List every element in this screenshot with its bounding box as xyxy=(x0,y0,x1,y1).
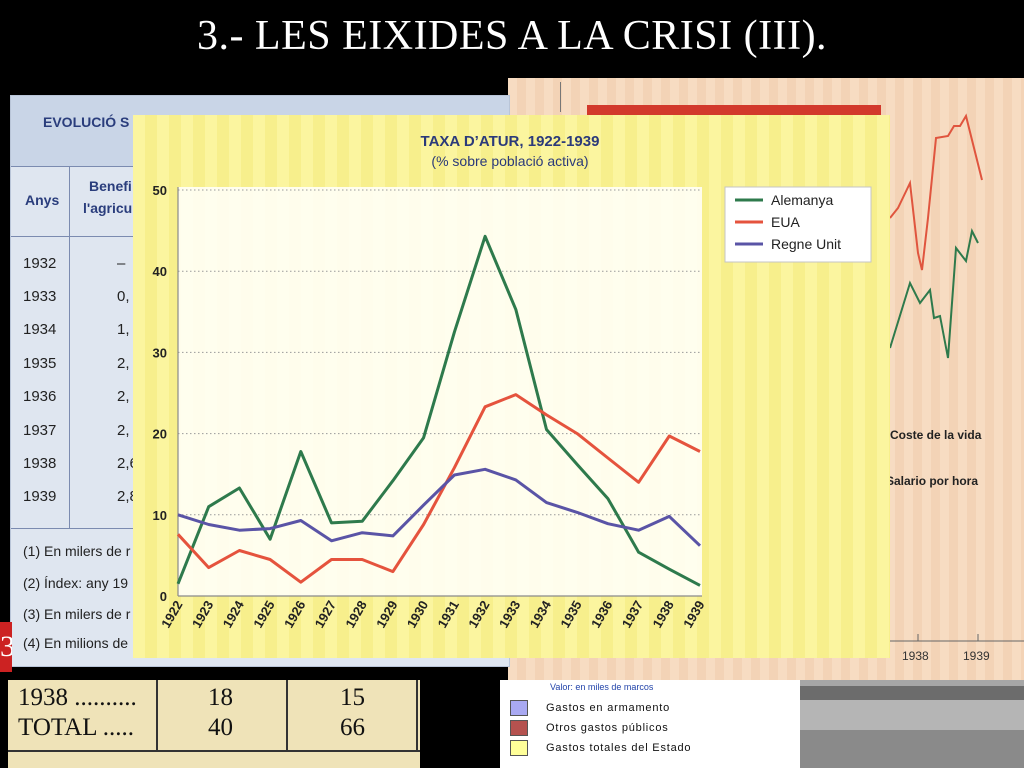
bg-line-cost xyxy=(889,113,983,271)
bottom-table-image: 1938 .......... 18 15 TOTAL ..... 40 66 xyxy=(8,680,420,768)
table-value: 0, xyxy=(117,288,130,305)
table-year: 1939 xyxy=(23,488,57,505)
x-tick-label: 1930 xyxy=(404,598,431,631)
column-header-benefit-2: l'agricu xyxy=(83,200,133,216)
row-value: 40 xyxy=(208,714,233,741)
table-footnote: (1) En milers de r xyxy=(23,543,131,559)
table-year: 1936 xyxy=(23,388,57,405)
table-value: – xyxy=(117,255,126,272)
x-tick-label: 1934 xyxy=(527,597,555,630)
bottom-legend-image: Valor: en miles de marcos Gastos en arma… xyxy=(500,680,800,768)
y-tick-label: 30 xyxy=(153,345,167,360)
table-year: 1938 xyxy=(23,455,57,472)
table-footnote: (2) Índex: any 19 xyxy=(23,575,129,591)
row-value: 15 xyxy=(340,684,365,711)
table-value: 2, xyxy=(117,422,130,439)
slide-header: 3.- LES EIXIDES A LA CRISI (III). xyxy=(0,0,1024,78)
x-tick-label: 1936 xyxy=(588,598,615,631)
table-year: 1935 xyxy=(23,355,57,372)
chart-subtitle: (% sobre població activa) xyxy=(431,153,588,169)
bg-year-label: 1939 xyxy=(963,649,990,663)
bg-chart-lines xyxy=(888,113,1024,642)
table-divider xyxy=(8,750,420,752)
legend-item: Otros gastos públicos xyxy=(510,720,669,736)
x-tick-label: 1928 xyxy=(342,598,369,631)
plot-area xyxy=(178,187,702,596)
row-value: 66 xyxy=(340,714,365,741)
x-tick-label: 1924 xyxy=(220,597,248,630)
bg-wage-label: Salario por hora xyxy=(886,474,979,488)
table-value: 1, xyxy=(117,321,130,338)
legend-swatch xyxy=(510,740,528,756)
x-tick-label: 1933 xyxy=(496,598,523,631)
x-tick-label: 1923 xyxy=(189,598,216,631)
row-label: 1938 .......... xyxy=(18,684,137,711)
table-value: 2, xyxy=(117,355,130,372)
x-tick-label: 1938 xyxy=(649,598,676,631)
legend-item: Gastos totales del Estado xyxy=(510,740,691,756)
column-header-anys: Anys xyxy=(25,192,60,208)
table-column-line xyxy=(286,680,288,750)
bg-axis-line xyxy=(560,82,561,112)
legend-label: Regne Unit xyxy=(771,236,841,252)
x-tick-label: 1931 xyxy=(434,598,461,631)
table-footnote: (4) En milions de xyxy=(23,635,129,651)
x-tick-label: 1937 xyxy=(619,598,646,631)
bg-cost-label: Coste de la vida xyxy=(890,428,982,442)
x-tick-label: 1925 xyxy=(250,598,277,631)
series-line-eua xyxy=(176,393,701,584)
y-tick-label: 40 xyxy=(153,264,167,279)
table-value: 2, xyxy=(117,388,130,405)
y-tick-label: 50 xyxy=(153,183,167,198)
table-title: EVOLUCIÓ S xyxy=(43,114,130,130)
table-column-line xyxy=(156,680,158,750)
legend-label: EUA xyxy=(771,214,800,230)
table-year: 1932 xyxy=(23,255,57,272)
x-tick-label: 1935 xyxy=(557,598,584,631)
x-tick-label: 1939 xyxy=(680,598,707,631)
page-number-badge: 3 xyxy=(0,622,12,672)
x-tick-label: 1932 xyxy=(465,598,492,631)
table-value: 2,8 xyxy=(117,488,138,505)
column-header-benefit: Benefi xyxy=(89,178,132,194)
street-photo xyxy=(800,680,1024,768)
table-column-line xyxy=(69,166,70,528)
x-tick-label: 1926 xyxy=(281,598,308,631)
unemployment-chart: 0 10 20 30 40 50 1922 1923 1924 1925 1926 1927 1928… xyxy=(133,115,890,658)
table-footnote: (3) En milers de r xyxy=(23,606,131,622)
legend-item-label: Gastos en armamento xyxy=(546,702,671,714)
legend-label: Alemanya xyxy=(771,192,833,208)
table-year: 1934 xyxy=(23,321,57,338)
legend-swatch xyxy=(510,720,528,736)
y-tick-label: 0 xyxy=(160,589,167,604)
legend-item-label: Gastos totales del Estado xyxy=(546,742,692,754)
table-column-line xyxy=(416,680,418,750)
row-value: 18 xyxy=(208,684,233,711)
table-year: 1933 xyxy=(23,288,57,305)
chart-title: TAXA D’ATUR, 1922-1939 xyxy=(421,133,600,150)
legend-title: Valor: en miles de marcos xyxy=(550,682,654,692)
series-line-alemanya xyxy=(176,234,701,587)
y-tick-label: 10 xyxy=(153,508,167,523)
bg-year-label: 1938 xyxy=(902,649,929,663)
legend-swatch xyxy=(510,700,528,716)
table-value: 2,6 xyxy=(117,455,138,472)
y-tick-label: 20 xyxy=(153,427,167,442)
legend-item-label: Otros gastos públicos xyxy=(546,722,669,734)
x-tick-label: 1927 xyxy=(312,598,339,631)
bg-red-bar xyxy=(587,105,881,117)
legend-item: Gastos en armamento xyxy=(510,700,670,716)
series-line-regne-unit xyxy=(177,467,702,547)
slide-title: 3.- LES EIXIDES A LA CRISI (III). xyxy=(196,13,828,59)
x-tick-label: 1929 xyxy=(373,598,400,631)
row-label: TOTAL ..... xyxy=(18,714,135,741)
bg-line-wage xyxy=(889,227,979,359)
table-year: 1937 xyxy=(23,422,57,439)
